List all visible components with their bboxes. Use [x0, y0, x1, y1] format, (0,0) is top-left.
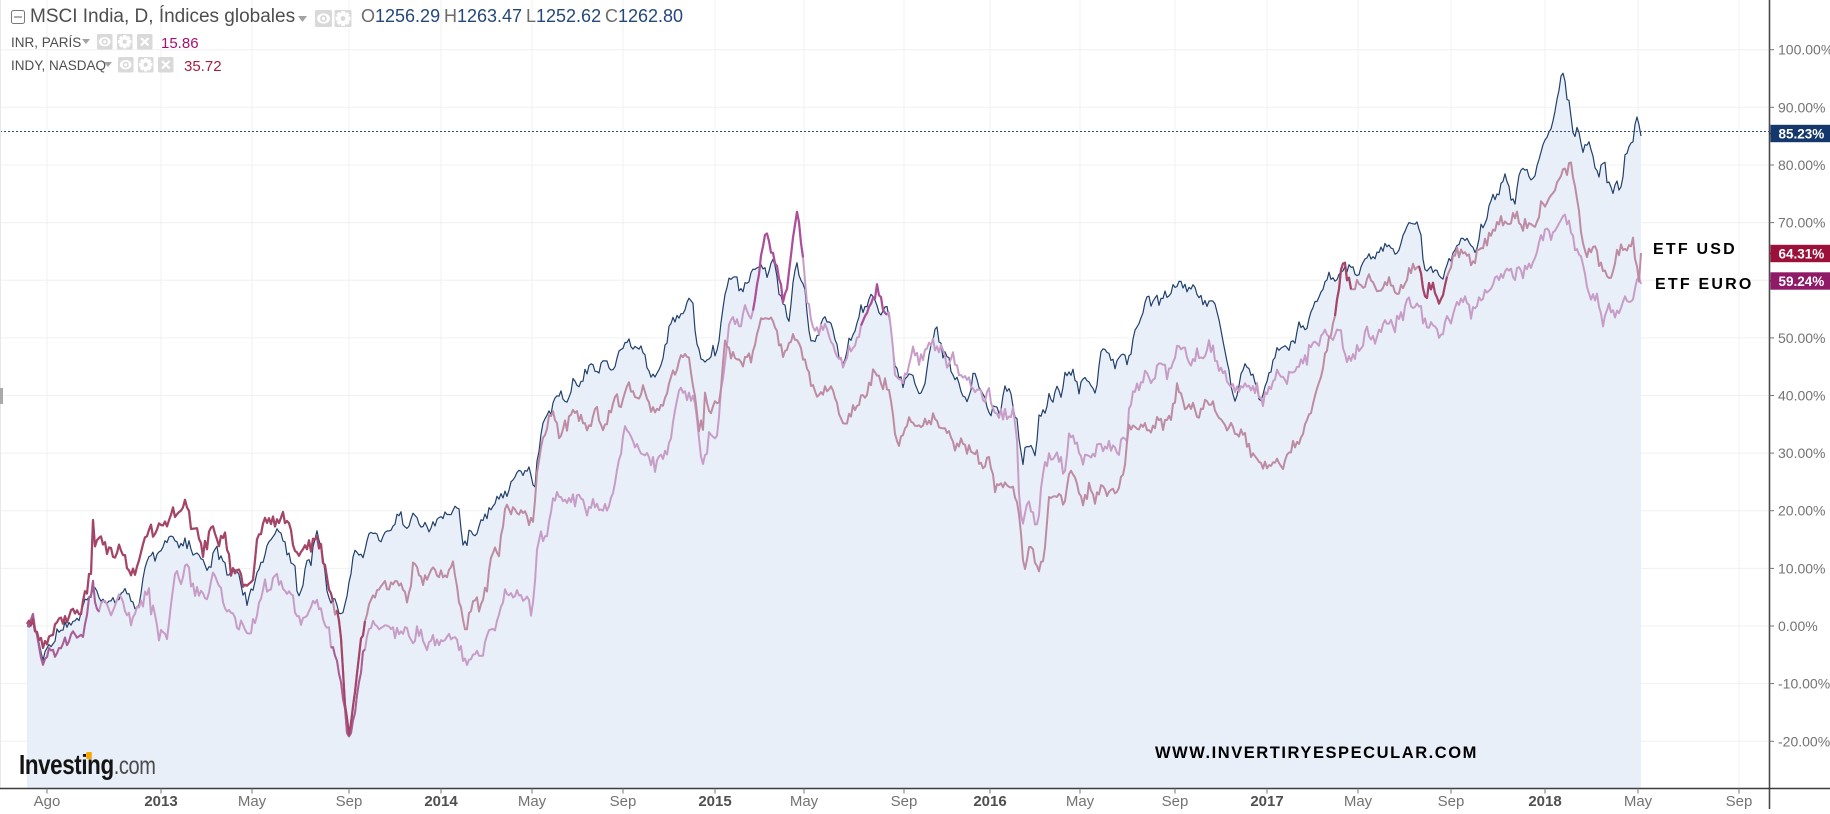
svg-text:85.23%: 85.23% [1779, 127, 1825, 142]
svg-text:64.31%: 64.31% [1779, 247, 1825, 262]
svg-text:59.24%: 59.24% [1779, 274, 1825, 289]
svg-text:May: May [1066, 793, 1095, 809]
svg-text:20.00%: 20.00% [1778, 503, 1825, 519]
svg-text:May: May [1624, 793, 1653, 809]
svg-text:Sep: Sep [610, 793, 637, 809]
svg-text:0.00%: 0.00% [1778, 618, 1818, 634]
svg-text:40.00%: 40.00% [1778, 388, 1825, 404]
svg-text:2016: 2016 [973, 793, 1006, 809]
svg-text:May: May [238, 793, 267, 809]
svg-text:70.00%: 70.00% [1778, 215, 1825, 231]
svg-text:80.00%: 80.00% [1778, 157, 1825, 173]
svg-text:100.00%: 100.00% [1778, 42, 1830, 58]
svg-text:10.00%: 10.00% [1778, 560, 1825, 576]
svg-text:Sep: Sep [1162, 793, 1189, 809]
svg-text:2014: 2014 [424, 793, 458, 809]
svg-text:30.00%: 30.00% [1778, 445, 1825, 461]
svg-text:-20.00%: -20.00% [1778, 733, 1830, 749]
svg-text:Ago: Ago [34, 793, 61, 809]
svg-text:Sep: Sep [1726, 793, 1753, 809]
svg-text:90.00%: 90.00% [1778, 99, 1825, 115]
svg-text:May: May [1344, 793, 1373, 809]
svg-text:Sep: Sep [891, 793, 918, 809]
svg-text:2013: 2013 [144, 793, 177, 809]
svg-text:50.00%: 50.00% [1778, 330, 1825, 346]
svg-text:Sep: Sep [336, 793, 363, 809]
svg-text:Sep: Sep [1438, 793, 1465, 809]
svg-text:2018: 2018 [1528, 793, 1561, 809]
svg-text:2017: 2017 [1250, 793, 1283, 809]
svg-text:May: May [518, 793, 547, 809]
svg-text:2015: 2015 [698, 793, 731, 809]
svg-text:-10.00%: -10.00% [1778, 676, 1830, 692]
svg-text:May: May [790, 793, 819, 809]
